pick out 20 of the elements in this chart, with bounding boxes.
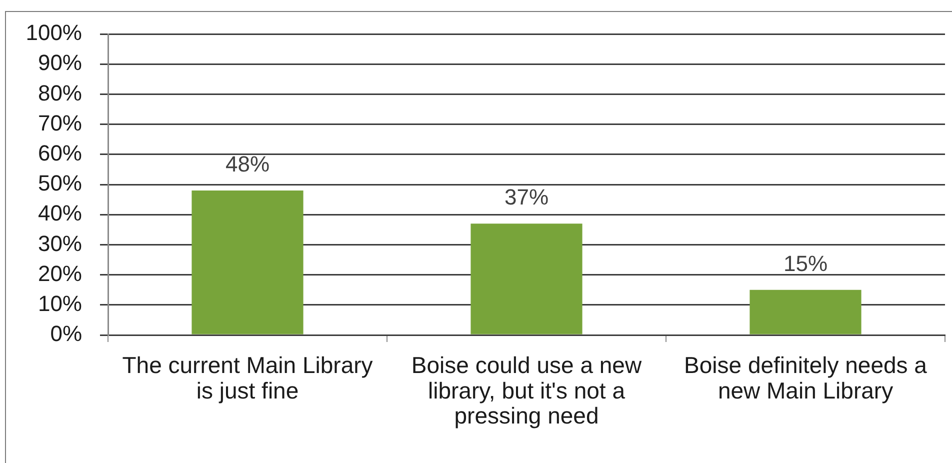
bar xyxy=(470,224,582,334)
x-tick-label: The current Main Library is just fine xyxy=(122,352,374,404)
data-label: 37% xyxy=(504,184,549,210)
y-tick-label: 10% xyxy=(38,290,82,316)
y-tick-label: 20% xyxy=(38,260,82,286)
bar xyxy=(192,190,304,334)
x-tick-label: Boise could use a new library, but it's not a pressing need xyxy=(411,352,642,429)
y-tick-label: 50% xyxy=(38,170,82,196)
data-label: 15% xyxy=(783,250,828,276)
x-tick-label: Boise definitely needs a new Main Library xyxy=(684,352,928,404)
y-tick-label: 30% xyxy=(38,230,82,256)
y-tick-label: 90% xyxy=(38,50,82,76)
data-label: 48% xyxy=(225,152,270,177)
y-tick-label: 100% xyxy=(26,20,82,46)
y-tick-label: 60% xyxy=(38,140,82,166)
bar xyxy=(750,290,862,334)
y-tick-label: 70% xyxy=(38,110,82,136)
y-tick-label: 0% xyxy=(50,321,82,346)
y-tick-label: 80% xyxy=(38,80,82,106)
y-tick-label: 40% xyxy=(38,200,82,226)
